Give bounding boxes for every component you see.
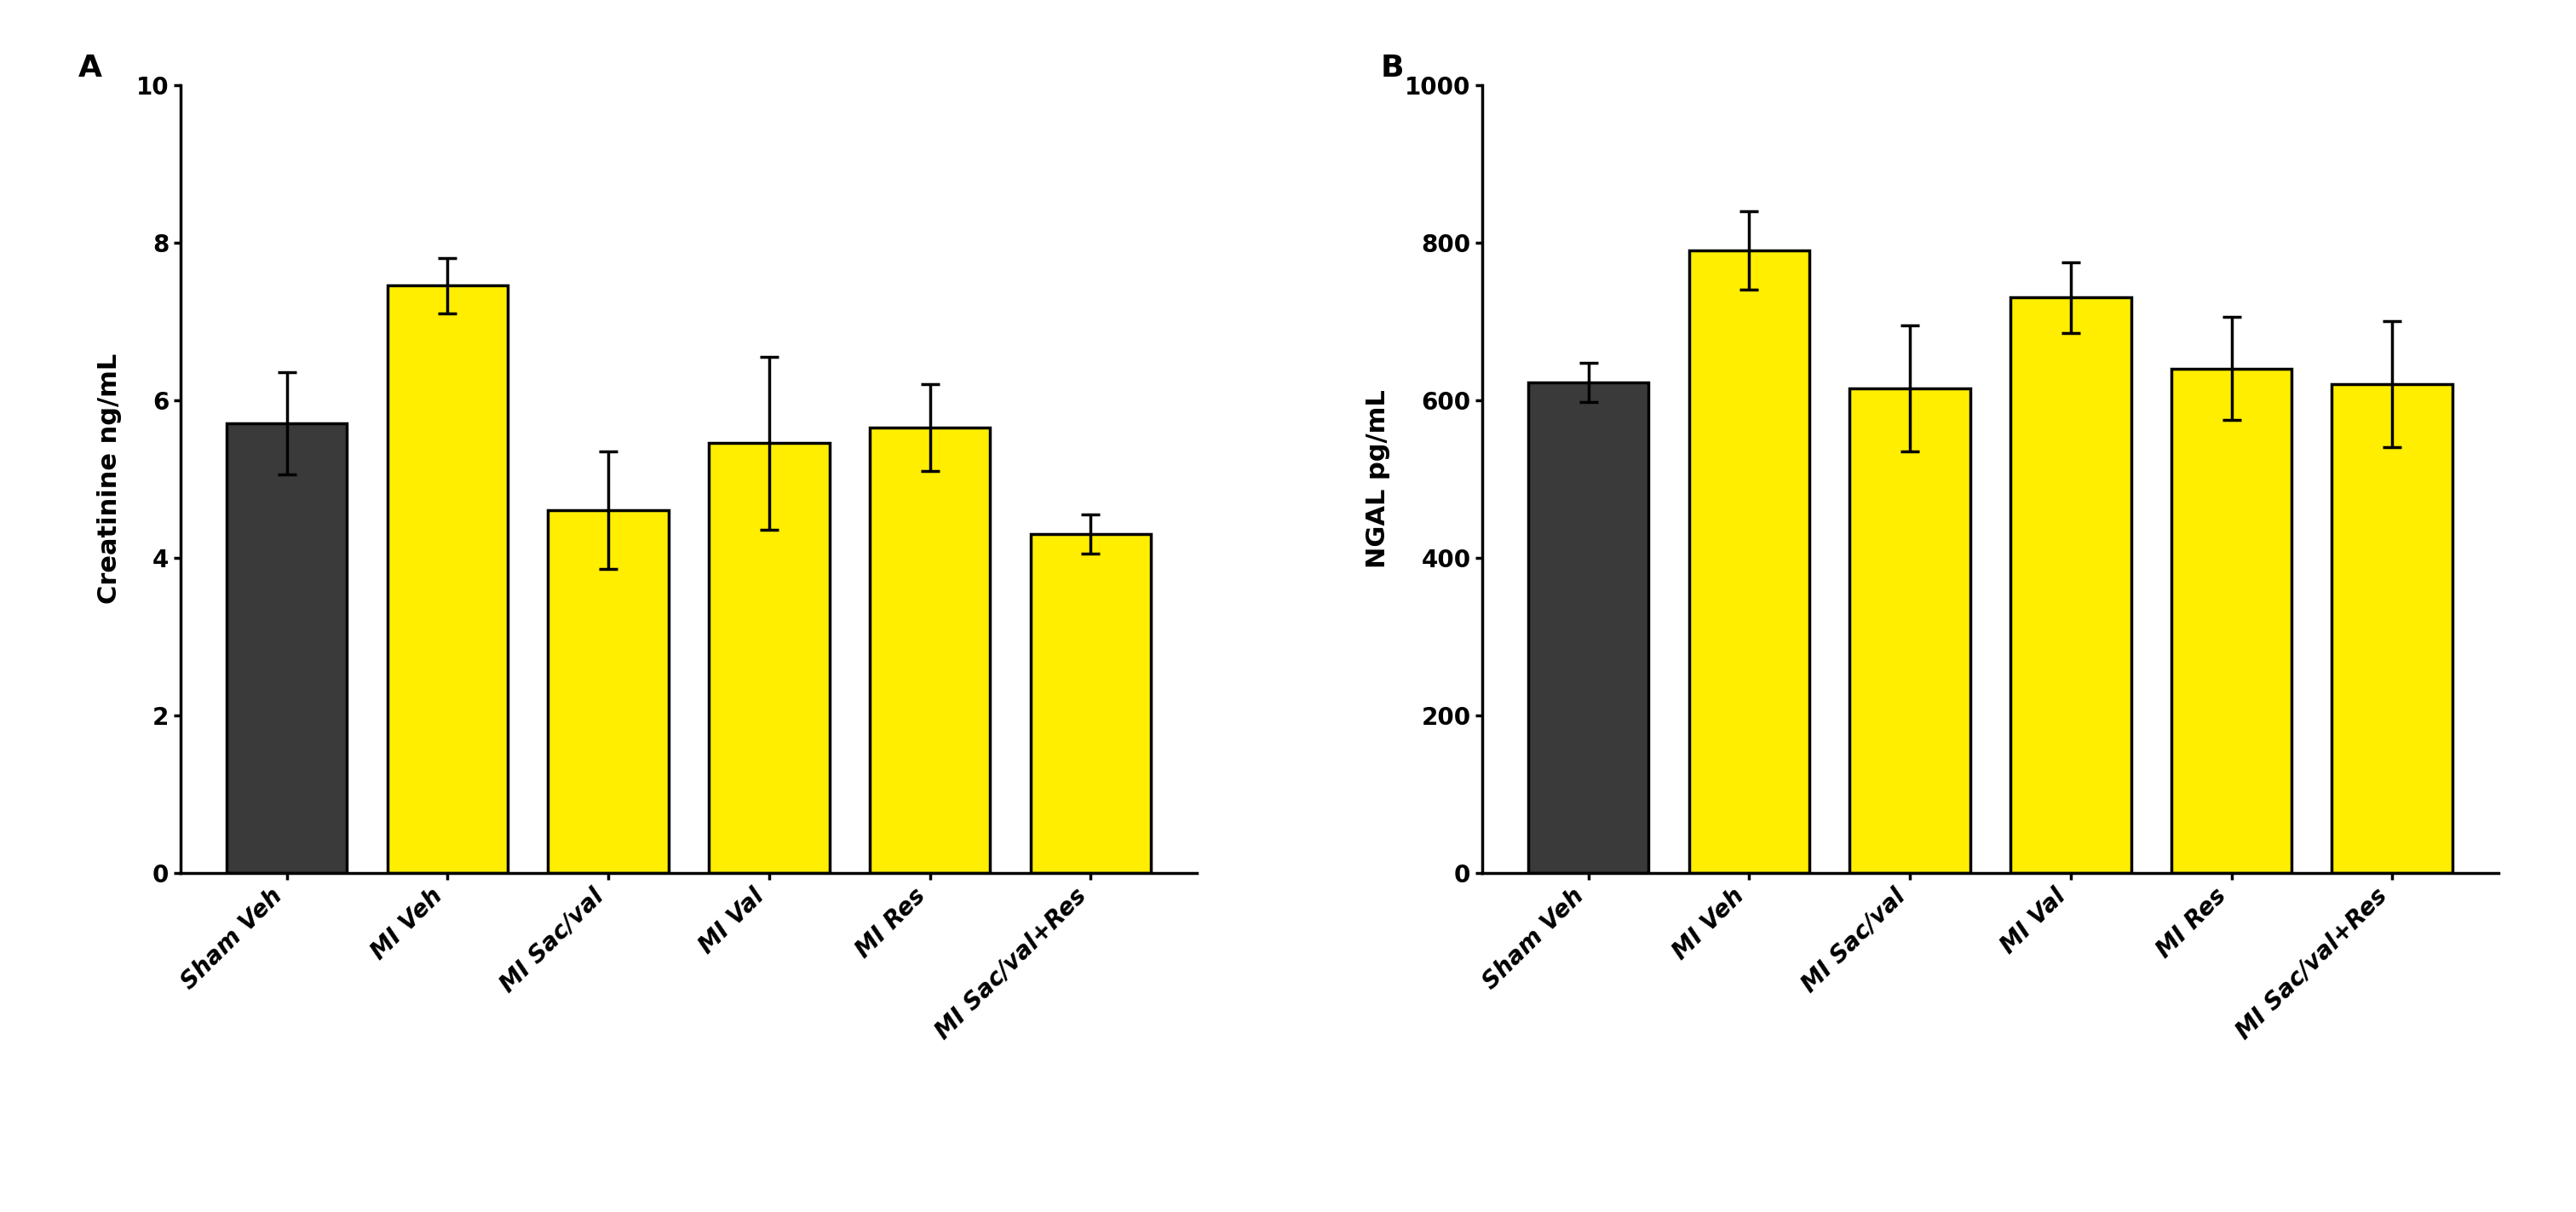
Bar <box>708 444 829 873</box>
Bar <box>1030 533 1151 873</box>
Bar <box>386 286 507 873</box>
Y-axis label: Creatinine ng/mL: Creatinine ng/mL <box>98 354 121 604</box>
Bar <box>2172 368 2293 873</box>
Bar <box>2009 297 2130 873</box>
Y-axis label: NGAL pg/mL: NGAL pg/mL <box>1365 389 1391 568</box>
Bar <box>1850 388 1971 873</box>
Bar <box>2331 384 2452 873</box>
Text: A: A <box>80 53 103 82</box>
Text: B: B <box>1381 53 1404 82</box>
Bar <box>871 428 989 873</box>
Bar <box>549 510 670 873</box>
Bar <box>1528 383 1649 873</box>
Bar <box>227 423 348 873</box>
Bar <box>1690 250 1808 873</box>
